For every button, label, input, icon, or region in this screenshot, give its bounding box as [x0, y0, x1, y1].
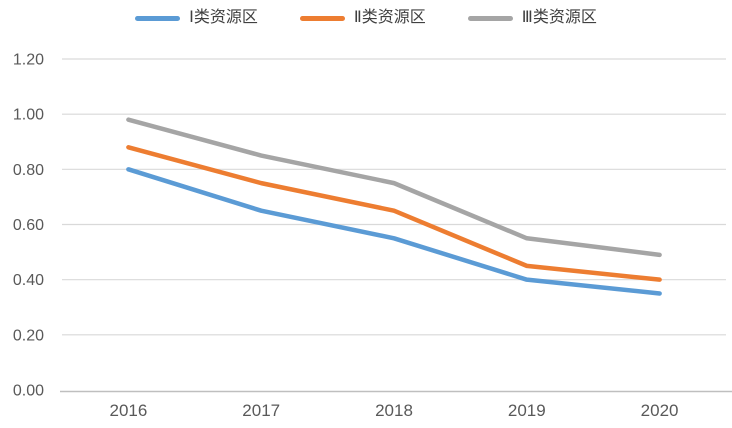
legend-line-marker-zone3 [467, 15, 513, 21]
y-axis-tick-label: 0.00 [13, 383, 44, 400]
legend-label-zone3: Ⅲ类资源区 [521, 9, 597, 26]
x-axis-tick-label: 2018 [375, 401, 413, 420]
y-axis-tick-label: 1.20 [13, 52, 44, 69]
x-axis-tick-label: 2020 [641, 401, 679, 420]
legend-line-marker-zone2 [299, 15, 345, 21]
y-axis-tick-label: 1.00 [13, 107, 44, 124]
chart-legend: Ⅰ类资源区 Ⅱ类资源区 Ⅲ类资源区 [0, 7, 732, 29]
y-axis-tick-label: 0.60 [13, 217, 44, 234]
series-line-2[interactable] [126, 145, 662, 282]
legend-line-marker-zone1 [135, 15, 181, 21]
x-axis-tick-label: 2019 [508, 401, 546, 420]
legend-item-zone1[interactable]: Ⅰ类资源区 [135, 7, 258, 29]
y-axis-tick-label: 0.80 [13, 162, 44, 179]
legend-item-zone2[interactable]: Ⅱ类资源区 [299, 7, 426, 29]
legend-label-zone2: Ⅱ类资源区 [353, 9, 426, 26]
x-axis-tick-label: 2016 [109, 401, 147, 420]
series-line-1[interactable] [126, 167, 662, 296]
y-axis-tick-label: 0.40 [13, 272, 44, 289]
x-axis-tick-label: 2017 [242, 401, 280, 420]
legend-item-zone3[interactable]: Ⅲ类资源区 [467, 7, 597, 29]
y-axis-tick-label: 0.20 [13, 327, 44, 344]
series-line-3[interactable] [126, 117, 662, 258]
legend-label-zone1: Ⅰ类资源区 [189, 9, 258, 26]
